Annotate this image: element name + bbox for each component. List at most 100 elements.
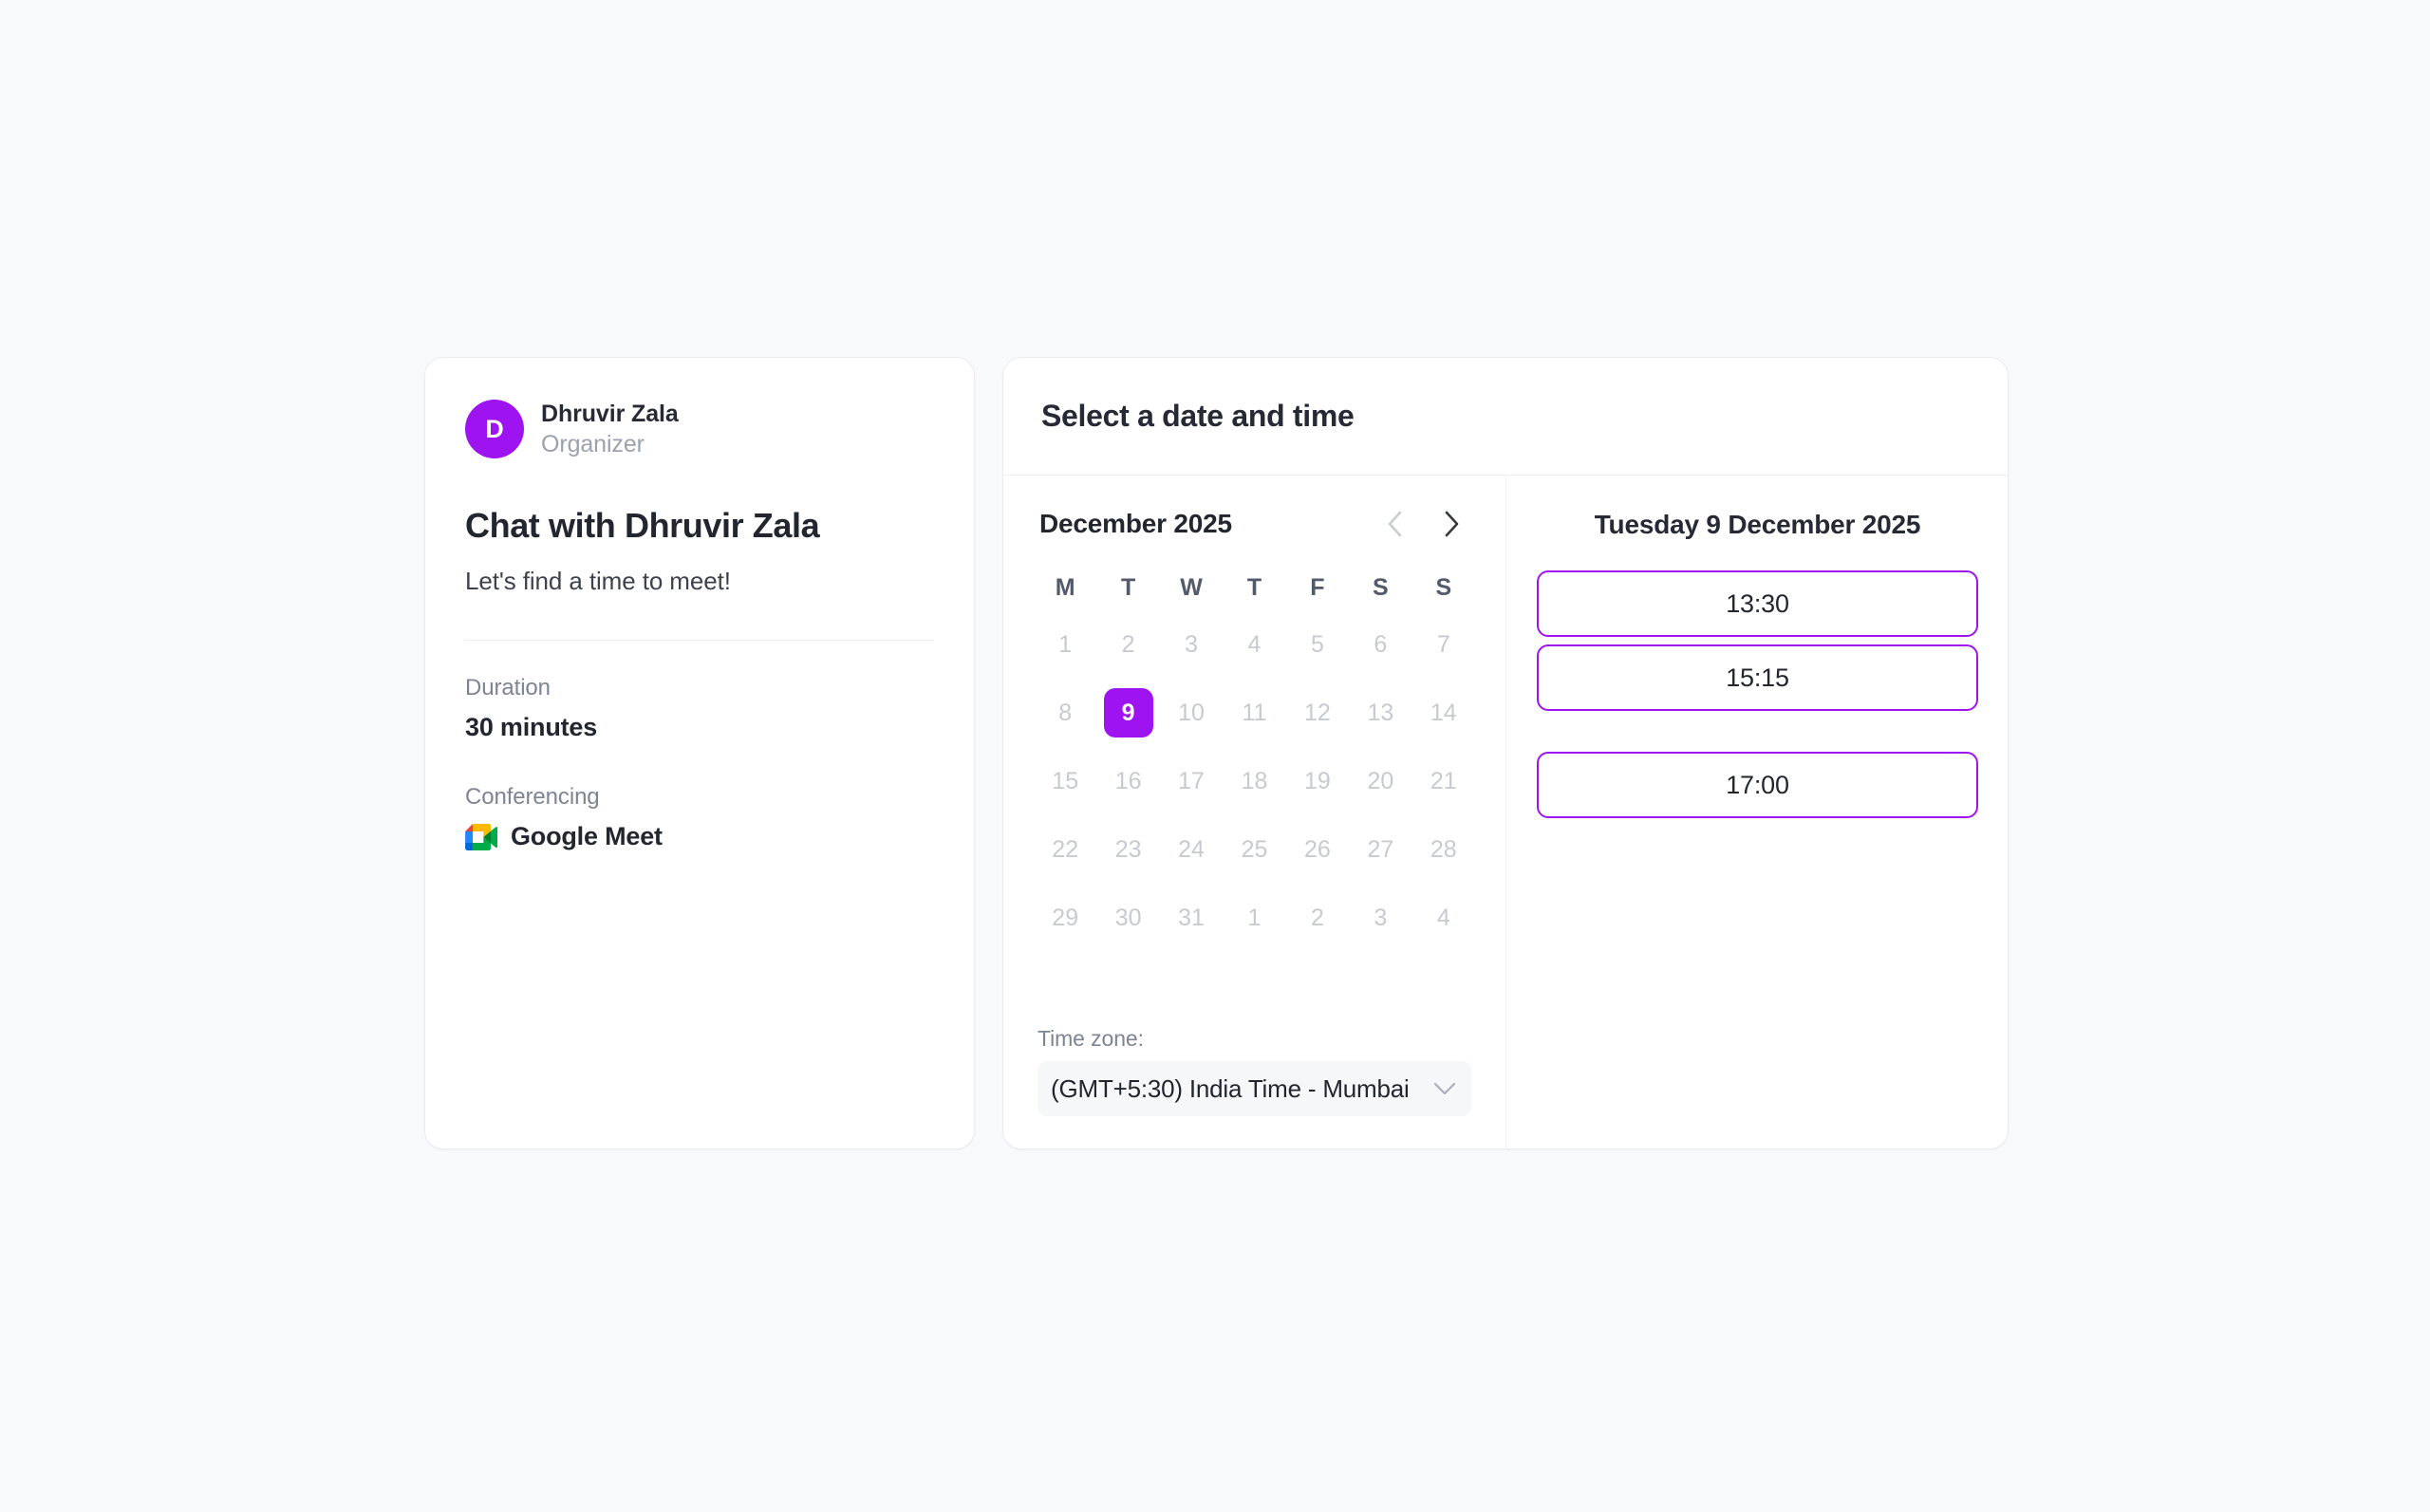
detail-duration-label: Duration xyxy=(465,675,551,700)
time-slot-1515[interactable]: 15:15 xyxy=(1537,644,1978,711)
calendar-day-30: 30 xyxy=(1104,893,1153,943)
calendar-cell: 27 xyxy=(1349,815,1411,884)
calendar-prev-button[interactable] xyxy=(1378,508,1411,540)
calendar-cell: 1 xyxy=(1034,610,1096,679)
calendar-cell: 2 xyxy=(1096,610,1159,679)
event-title: Chat with Dhruvir Zala xyxy=(465,506,820,545)
calendar-cell: 10 xyxy=(1160,679,1223,747)
calendar-cell: 23 xyxy=(1096,815,1159,884)
calendar-cell: 7 xyxy=(1412,610,1475,679)
detail-conferencing-label: Conferencing xyxy=(465,784,600,810)
calendar-day-5: 5 xyxy=(1293,620,1342,669)
calendar-weekday-4: F xyxy=(1310,573,1325,601)
organizer-role: Organizer xyxy=(541,430,645,457)
calendar-day-27: 27 xyxy=(1355,825,1405,874)
calendar-day-28: 28 xyxy=(1419,825,1468,874)
calendar-cell: 22 xyxy=(1034,815,1096,884)
calendar-next-button[interactable] xyxy=(1435,508,1467,540)
selected-date-heading: Tuesday 9 December 2025 xyxy=(1594,510,1921,539)
timezone-section: Time zone: (GMT+5:30) India Time - Mumba… xyxy=(1034,1026,1475,1148)
calendar-day-12: 12 xyxy=(1293,688,1342,737)
calendar-cell: 8 xyxy=(1034,679,1096,747)
calendar-arrows xyxy=(1378,508,1467,540)
picker-header: Select a date and time xyxy=(1003,358,2008,476)
calendar-day-17: 17 xyxy=(1167,756,1216,806)
calendar-cell: 29 xyxy=(1034,884,1096,952)
organizer-meta: Dhruvir Zala Organizer xyxy=(541,401,679,458)
detail-conferencing-value: Google Meet xyxy=(511,822,663,850)
calendar-weekday-1: T xyxy=(1120,573,1136,601)
calendar-cell: 16 xyxy=(1096,747,1159,815)
calendar-cell: 3 xyxy=(1160,610,1223,679)
calendar-pane: December 2025 xyxy=(1003,476,1506,1148)
avatar: D xyxy=(465,400,524,458)
calendar-cell: 2 xyxy=(1286,884,1349,952)
calendar-day-26: 26 xyxy=(1293,825,1342,874)
calendar-day-4: 4 xyxy=(1229,620,1279,669)
time-slot-1330[interactable]: 13:30 xyxy=(1537,570,1978,637)
calendar-day-1: 1 xyxy=(1229,893,1279,943)
calendar-weekday-5: S xyxy=(1373,573,1389,601)
calendar-cell: 21 xyxy=(1412,747,1475,815)
calendar-cell: 15 xyxy=(1034,747,1096,815)
time-slot-1700[interactable]: 17:00 xyxy=(1537,752,1978,818)
calendar-day-25: 25 xyxy=(1229,825,1279,874)
organizer-row: D Dhruvir Zala Organizer xyxy=(465,400,934,458)
calendar-day-9[interactable]: 9 xyxy=(1103,688,1153,737)
picker-body: December 2025 xyxy=(1003,476,2008,1148)
calendar-weekday-2: W xyxy=(1180,573,1203,601)
calendar-cell: 31 xyxy=(1160,884,1223,952)
detail-conferencing-value-row: Google Meet xyxy=(465,822,934,851)
calendar-weekday-6: S xyxy=(1435,573,1452,601)
event-description: Let's find a time to meet! xyxy=(465,567,731,595)
timezone-label: Time zone: xyxy=(1037,1026,1144,1051)
calendar-month-label: December 2025 xyxy=(1039,509,1232,538)
calendar-weekday-3: T xyxy=(1246,573,1262,601)
calendar-day-6: 6 xyxy=(1355,620,1405,669)
calendar-day-16: 16 xyxy=(1104,756,1153,806)
calendar-day-2: 2 xyxy=(1293,893,1342,943)
calendar-day-21: 21 xyxy=(1419,756,1468,806)
calendar-day-8: 8 xyxy=(1040,688,1090,737)
card-divider xyxy=(465,640,934,641)
calendar-day-3: 3 xyxy=(1167,620,1216,669)
calendar-cell: 25 xyxy=(1223,815,1285,884)
calendar-day-3: 3 xyxy=(1355,893,1405,943)
calendar-day-24: 24 xyxy=(1167,825,1216,874)
calendar-cell: 5 xyxy=(1286,610,1349,679)
time-slots-pane: Tuesday 9 December 2025 13:30 15:15 17:00 xyxy=(1506,476,2008,1148)
picker-title: Select a date and time xyxy=(1041,399,1355,433)
timezone-select[interactable]: (GMT+5:30) India Time - Mumbai xyxy=(1037,1061,1471,1116)
calendar-day-19: 19 xyxy=(1293,756,1342,806)
chevron-down-icon xyxy=(1433,1082,1456,1095)
calendar-cell: 9 xyxy=(1096,679,1159,747)
calendar-cell: 13 xyxy=(1349,679,1411,747)
calendar-cell: 26 xyxy=(1286,815,1349,884)
event-info-card: D Dhruvir Zala Organizer Chat with Dhruv… xyxy=(424,357,975,1149)
detail-conferencing: Conferencing Google Meet xyxy=(465,784,934,851)
calendar-cell: 19 xyxy=(1286,747,1349,815)
google-meet-icon xyxy=(465,823,497,850)
calendar-cell: 28 xyxy=(1412,815,1475,884)
calendar-cell: 6 xyxy=(1349,610,1411,679)
calendar-nav: December 2025 xyxy=(1034,508,1475,540)
calendar-cell: 4 xyxy=(1223,610,1285,679)
calendar-day-10: 10 xyxy=(1167,688,1216,737)
calendar-weekday-0: M xyxy=(1055,573,1075,601)
calendar-day-18: 18 xyxy=(1229,756,1279,806)
timezone-value: (GMT+5:30) India Time - Mumbai xyxy=(1051,1073,1410,1103)
calendar-grid: M T W T F S S 1 2 3 4 5 6 7 8 9 10 11 12 13 14 15 16 17 18 19 20 21… xyxy=(1034,565,1475,952)
calendar-cell: 1 xyxy=(1223,884,1285,952)
calendar-cell: 11 xyxy=(1223,679,1285,747)
calendar-cell: 20 xyxy=(1349,747,1411,815)
calendar-cell: 24 xyxy=(1160,815,1223,884)
calendar-day-13: 13 xyxy=(1355,688,1405,737)
detail-duration: Duration 30 minutes xyxy=(465,675,934,742)
calendar-day-23: 23 xyxy=(1104,825,1153,874)
time-slot-list: 13:30 15:15 17:00 xyxy=(1537,570,1978,826)
calendar-day-4: 4 xyxy=(1419,893,1468,943)
calendar-day-22: 22 xyxy=(1040,825,1090,874)
calendar-cell: 14 xyxy=(1412,679,1475,747)
calendar-day-2: 2 xyxy=(1104,620,1153,669)
